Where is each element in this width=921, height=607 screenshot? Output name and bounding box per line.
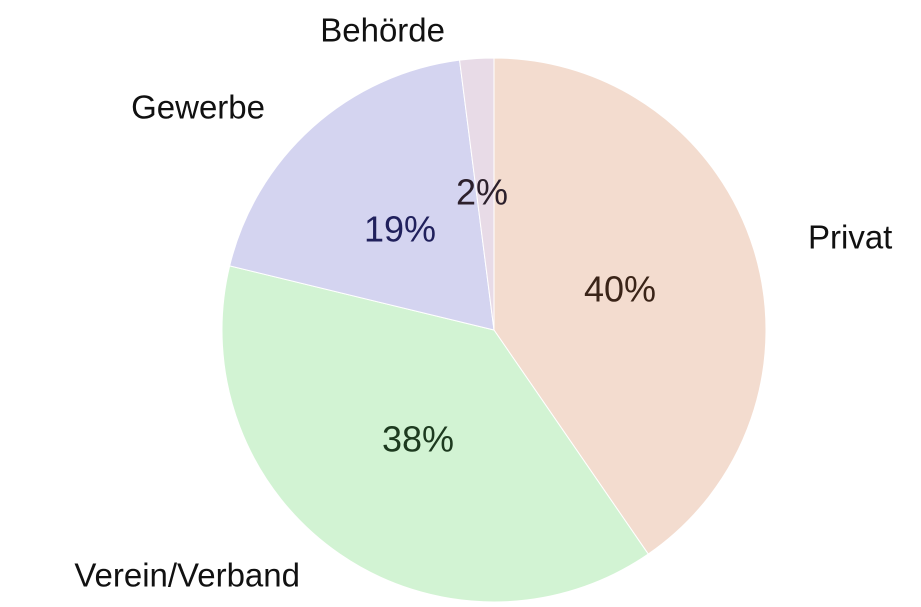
value-label: 38% — [382, 419, 454, 460]
pie-slice — [221, 265, 649, 603]
value-label: 2% — [456, 172, 508, 213]
pie-slice — [229, 59, 495, 331]
slice-label: Behörde — [320, 12, 445, 49]
pie-slice — [493, 57, 767, 555]
value-label: 19% — [364, 209, 436, 250]
slice-label: Verein/Verband — [74, 557, 300, 594]
slice-label: Gewerbe — [131, 89, 265, 126]
slice-label: Privat — [808, 219, 892, 256]
pie-slice — [459, 57, 495, 331]
value-label: 40% — [584, 269, 656, 310]
